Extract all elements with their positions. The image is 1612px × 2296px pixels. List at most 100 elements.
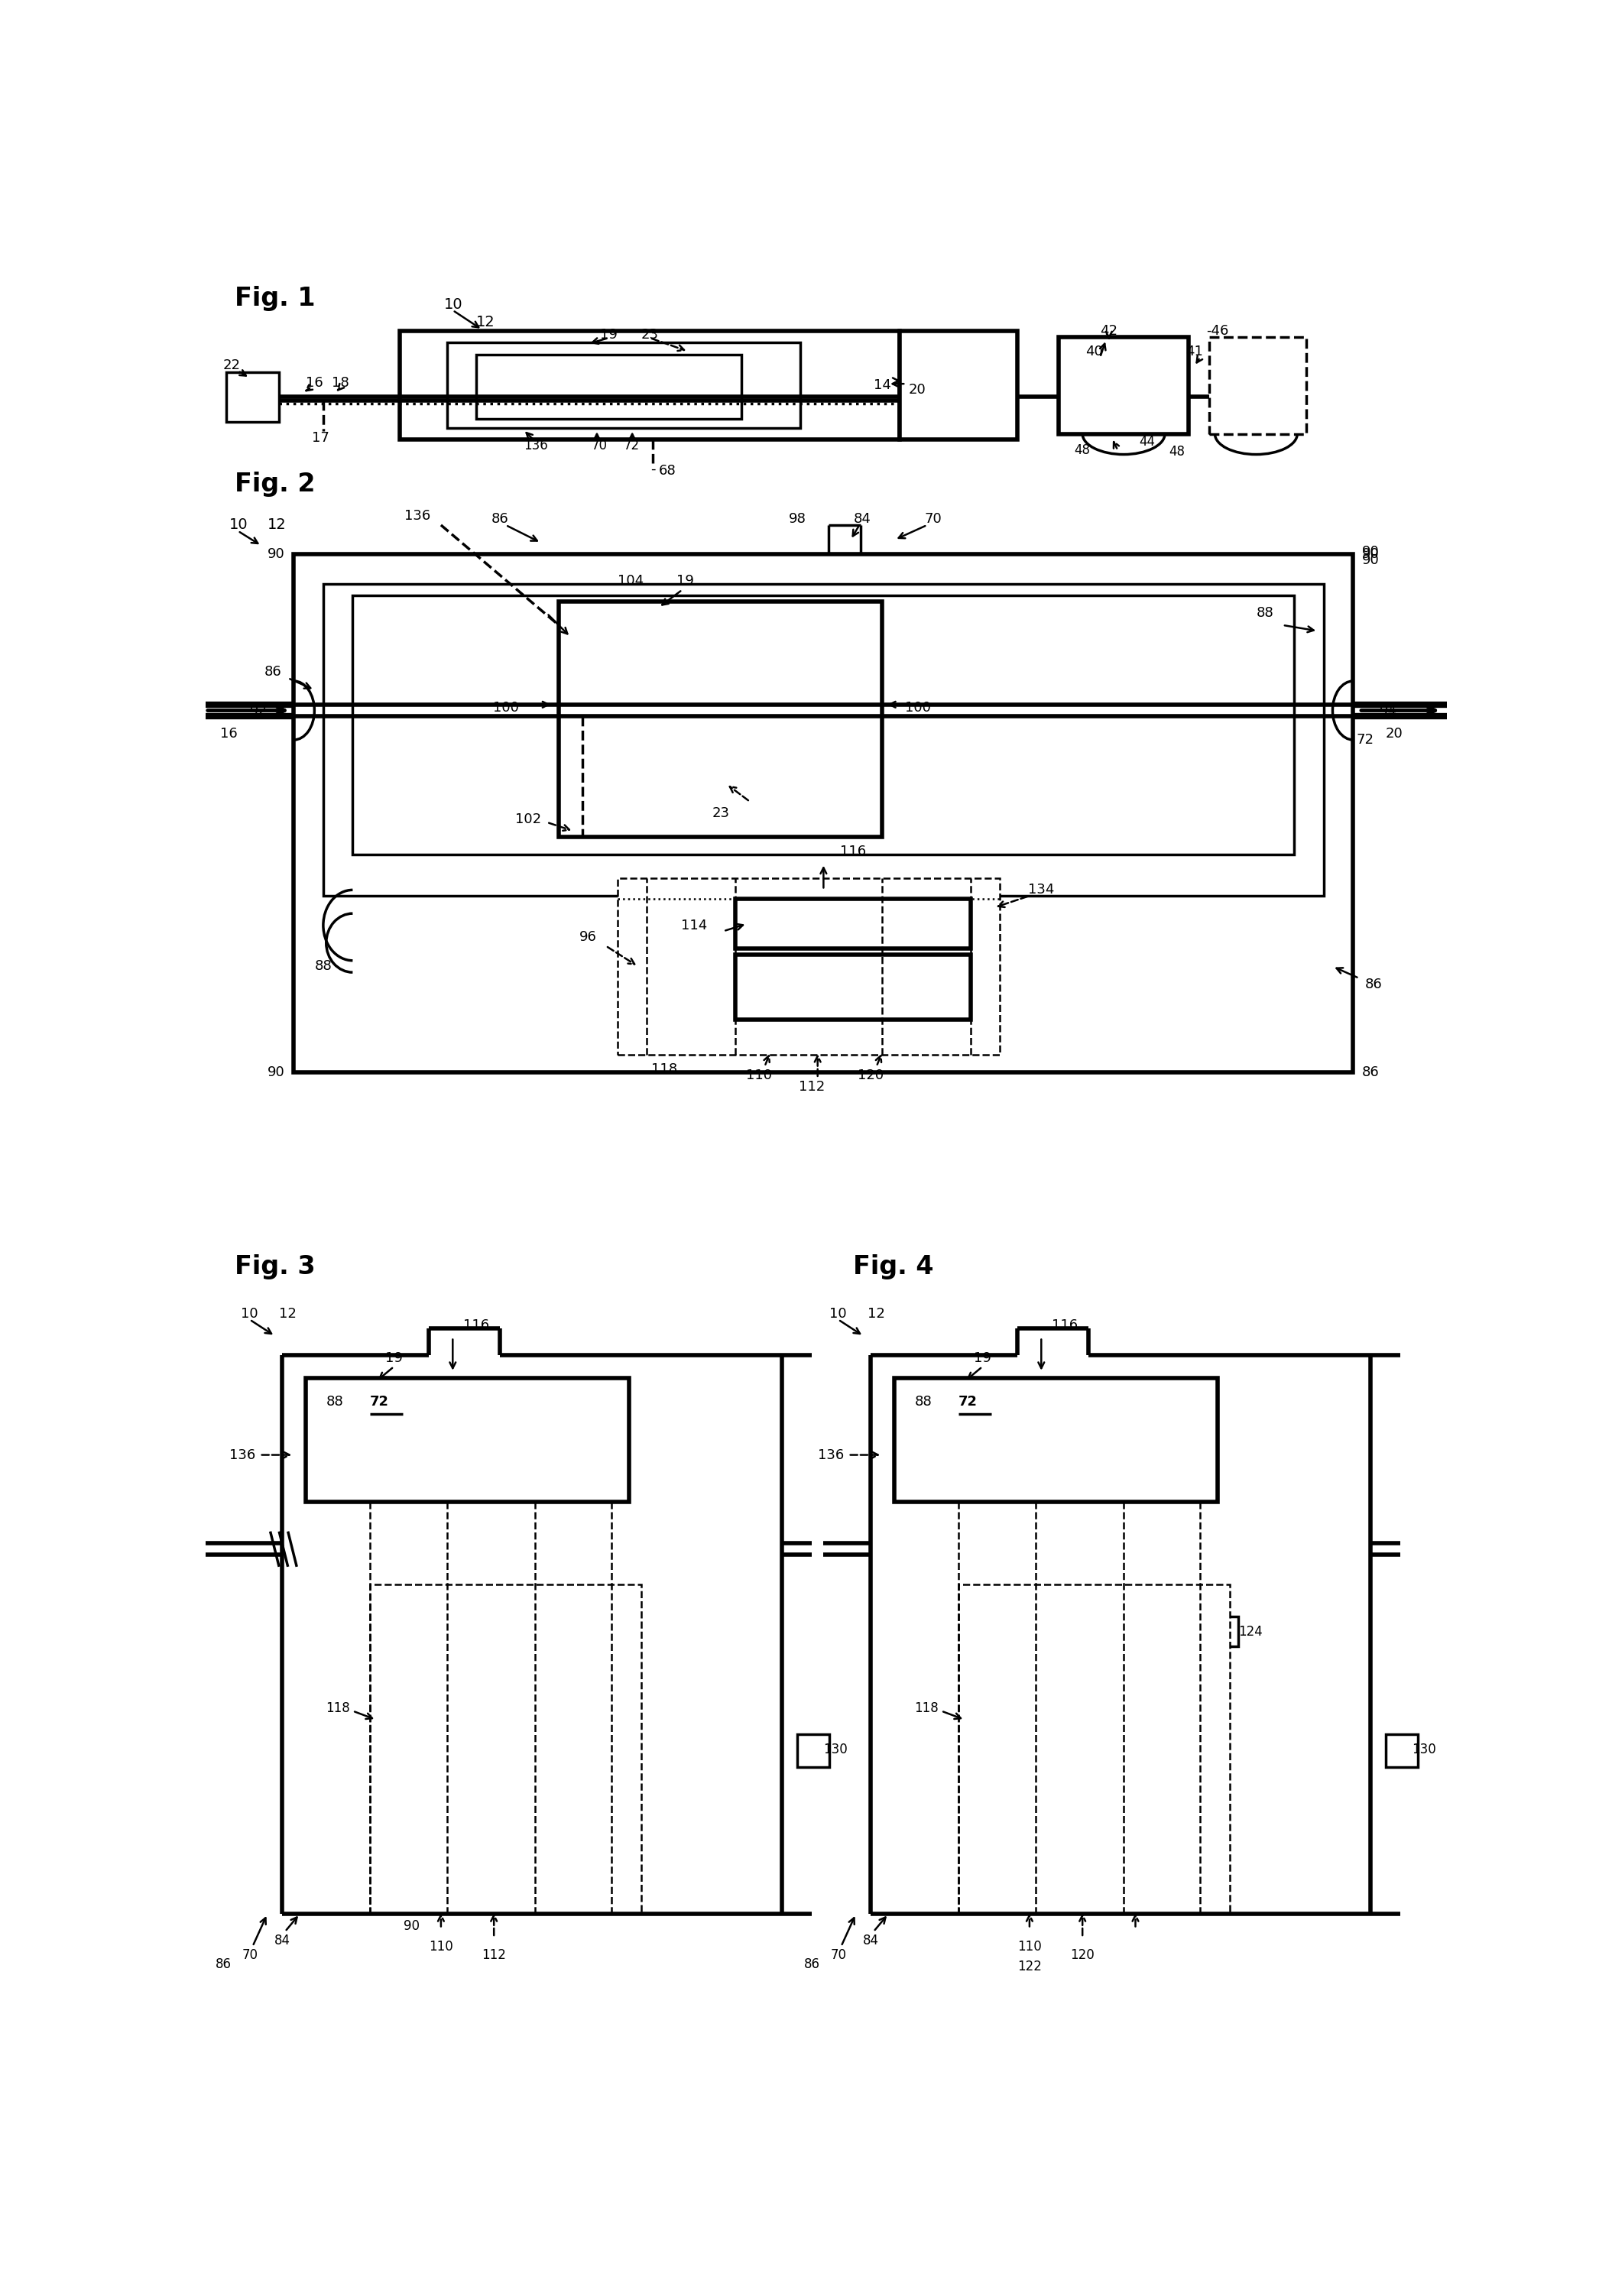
Text: 92: 92 [250,703,268,716]
Text: 40: 40 [1085,344,1103,358]
Bar [400,331,899,441]
Text: 136: 136 [817,1449,845,1463]
Text: 118: 118 [651,1063,677,1077]
Bar [735,898,970,948]
Text: 86: 86 [1362,1065,1380,1079]
Text: 20: 20 [909,383,927,397]
Text: 110: 110 [1017,1940,1041,1954]
Text: 104: 104 [617,574,643,588]
Text: 114: 114 [680,918,708,932]
Text: 88: 88 [314,960,332,974]
Text: 70: 70 [592,439,608,452]
Text: 130: 130 [1412,1743,1436,1756]
Bar [406,1596,611,1660]
Text: 96: 96 [579,930,596,944]
Text: 130: 130 [824,1743,848,1756]
Text: 88: 88 [916,1396,932,1410]
Bar [735,955,970,1019]
Text: 68: 68 [659,464,675,478]
Text: 124: 124 [1238,1626,1262,1639]
Bar [226,372,279,422]
Text: 90: 90 [268,1065,285,1079]
Bar [895,1378,1217,1502]
Text: 120: 120 [1070,1949,1095,1963]
Text: 20: 20 [1386,728,1402,742]
Text: 110: 110 [746,1068,772,1081]
Text: 48: 48 [1075,443,1090,457]
Bar [1209,1616,1238,1646]
Text: 86: 86 [214,1956,231,1970]
Text: 134: 134 [1028,884,1054,898]
Text: 48: 48 [1169,445,1185,459]
Text: 10: 10 [830,1306,846,1320]
Bar [371,1584,642,1915]
Text: 86: 86 [804,1956,821,1970]
Text: 72: 72 [1356,732,1373,746]
Text: 110: 110 [429,1940,453,1954]
Text: 10: 10 [443,296,463,312]
Text: 116: 116 [463,1318,490,1332]
Text: 84: 84 [862,1933,879,1947]
Text: 17: 17 [311,432,329,445]
Text: 19: 19 [974,1350,991,1364]
Text: 90: 90 [1362,549,1380,560]
Text: 84: 84 [854,512,870,526]
Text: -46: -46 [1206,324,1228,338]
Text: 18: 18 [332,377,350,390]
Text: Fig. 4: Fig. 4 [853,1254,933,1279]
Bar [796,1733,830,1768]
Text: 88: 88 [326,1396,343,1410]
Bar [899,331,1017,441]
Text: 19: 19 [600,328,617,342]
Text: 90: 90 [1362,544,1380,558]
Text: 70: 70 [830,1949,846,1963]
Text: Fig. 3: Fig. 3 [235,1254,316,1279]
Text: 19: 19 [677,574,693,588]
Bar [1209,338,1306,434]
Text: 72: 72 [369,1396,388,1410]
Text: 90: 90 [268,549,285,560]
Text: 120: 120 [858,1068,883,1081]
Bar [1059,338,1188,434]
Text: 19: 19 [385,1350,403,1364]
Text: 90: 90 [1362,553,1380,567]
Text: 136: 136 [405,510,430,523]
Text: 86: 86 [1365,978,1383,992]
Text: 116: 116 [840,845,866,859]
Text: 14: 14 [874,379,891,393]
Text: 72: 72 [958,1396,977,1410]
Text: 23: 23 [642,328,659,342]
Text: 16: 16 [306,377,322,390]
Bar [406,1674,611,1795]
Text: 44: 44 [1140,434,1156,448]
Text: 22: 22 [222,358,240,372]
Text: 86: 86 [492,512,508,526]
Text: 41: 41 [1185,344,1203,358]
Text: 16: 16 [221,728,237,742]
Bar [1386,1733,1419,1768]
Bar [995,1674,1201,1795]
Text: 122: 122 [1017,1961,1041,1975]
Text: 84: 84 [274,1933,290,1947]
Text: 72: 72 [624,439,640,452]
Text: Fig. 2: Fig. 2 [235,471,316,496]
Text: Fig. 1: Fig. 1 [235,287,316,310]
Text: 94: 94 [1380,703,1398,716]
Text: 112: 112 [798,1079,825,1093]
Text: 86: 86 [264,666,282,680]
Text: 118: 118 [326,1701,350,1715]
Text: 98: 98 [788,512,806,526]
Bar [324,583,1323,895]
Text: 136: 136 [524,439,548,452]
Text: 100: 100 [493,700,519,714]
Text: 102: 102 [514,813,542,827]
Text: 23: 23 [713,806,729,820]
Bar [476,354,742,420]
Text: -: - [650,461,656,475]
Bar [959,1584,1230,1915]
Bar [293,553,1352,1072]
Text: 12: 12 [476,315,495,328]
Text: 116: 116 [1051,1318,1078,1332]
Bar [995,1596,1201,1660]
Bar [617,877,999,1054]
